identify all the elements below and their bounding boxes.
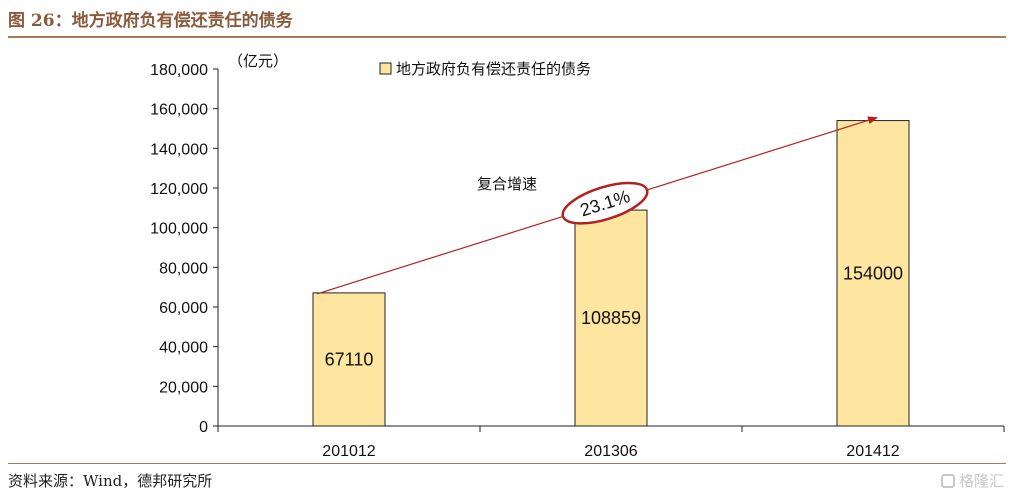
- bar-data-label: 154000: [843, 263, 903, 283]
- legend-label: 地方政府负有偿还责任的债务: [396, 60, 591, 78]
- unit-label: （亿元）: [228, 52, 288, 70]
- growth-rate-ellipse: [561, 181, 649, 225]
- y-tick-label: 80,000: [159, 260, 208, 277]
- figure-title: 图 26：地方政府负有偿还责任的债务: [8, 11, 293, 31]
- source-note: 资料来源：Wind，德邦研究所: [8, 472, 213, 490]
- watermark-text: 格隆汇: [958, 472, 1004, 490]
- watermark-logo-icon: [940, 473, 955, 488]
- x-tick-label: 201012: [322, 443, 375, 460]
- y-tick-label: 60,000: [159, 300, 208, 317]
- y-tick-label: 40,000: [159, 340, 208, 357]
- bar-data-label: 108859: [581, 308, 641, 328]
- y-tick-label: 120,000: [150, 181, 208, 198]
- x-tick-label: 201306: [584, 443, 637, 460]
- y-tick-label: 180,000: [150, 62, 208, 79]
- bar-data-label: 67110: [325, 349, 374, 369]
- y-tick-label: 160,000: [150, 102, 208, 119]
- bar: [312, 292, 386, 427]
- y-tick-label: 140,000: [150, 141, 208, 158]
- y-tick-label: 100,000: [150, 221, 208, 238]
- growth-rate-label: 复合增速: [477, 175, 537, 193]
- legend-swatch: [379, 62, 392, 75]
- y-tick-label: 20,000: [159, 379, 208, 396]
- watermark: 格隆汇: [940, 470, 1004, 491]
- x-tick-label: 201412: [846, 443, 899, 460]
- y-tick-label: 0: [199, 419, 208, 436]
- footer-rule: [8, 463, 1006, 464]
- legend: 地方政府负有偿还责任的债务: [379, 60, 591, 78]
- title-rule: [8, 36, 1006, 38]
